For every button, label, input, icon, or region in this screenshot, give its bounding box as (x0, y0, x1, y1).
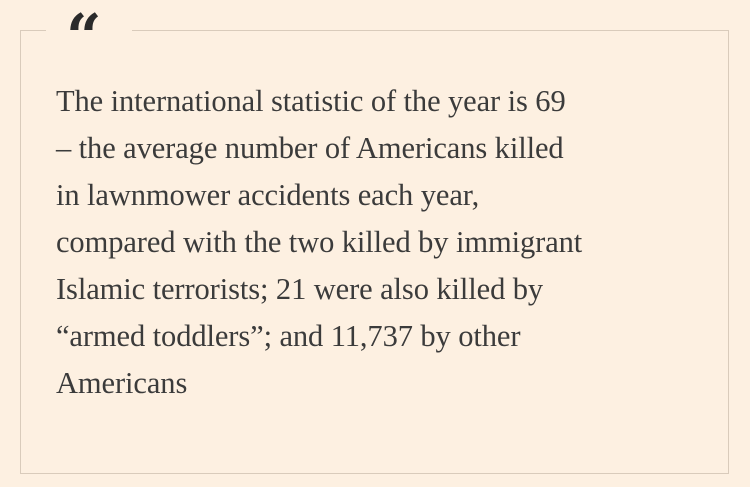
quote-line: – the average number of Americans killed (56, 131, 564, 165)
quote-text: The international statistic of the year … (56, 78, 696, 407)
quote-line: Americans (56, 366, 188, 400)
quote-mark-background (46, 0, 132, 60)
quote-line: in lawnmower accidents each year, (56, 178, 480, 212)
quote-line: Islamic terrorists; 21 were also killed … (56, 272, 544, 306)
quote-line: The international statistic of the year … (56, 84, 566, 118)
quote-mark-icon: “ (66, 0, 102, 73)
quote-box (20, 30, 729, 474)
quote-line: compared with the two killed by immigran… (56, 225, 583, 259)
quote-line: “armed toddlers”; and 11,737 by other (56, 319, 521, 353)
